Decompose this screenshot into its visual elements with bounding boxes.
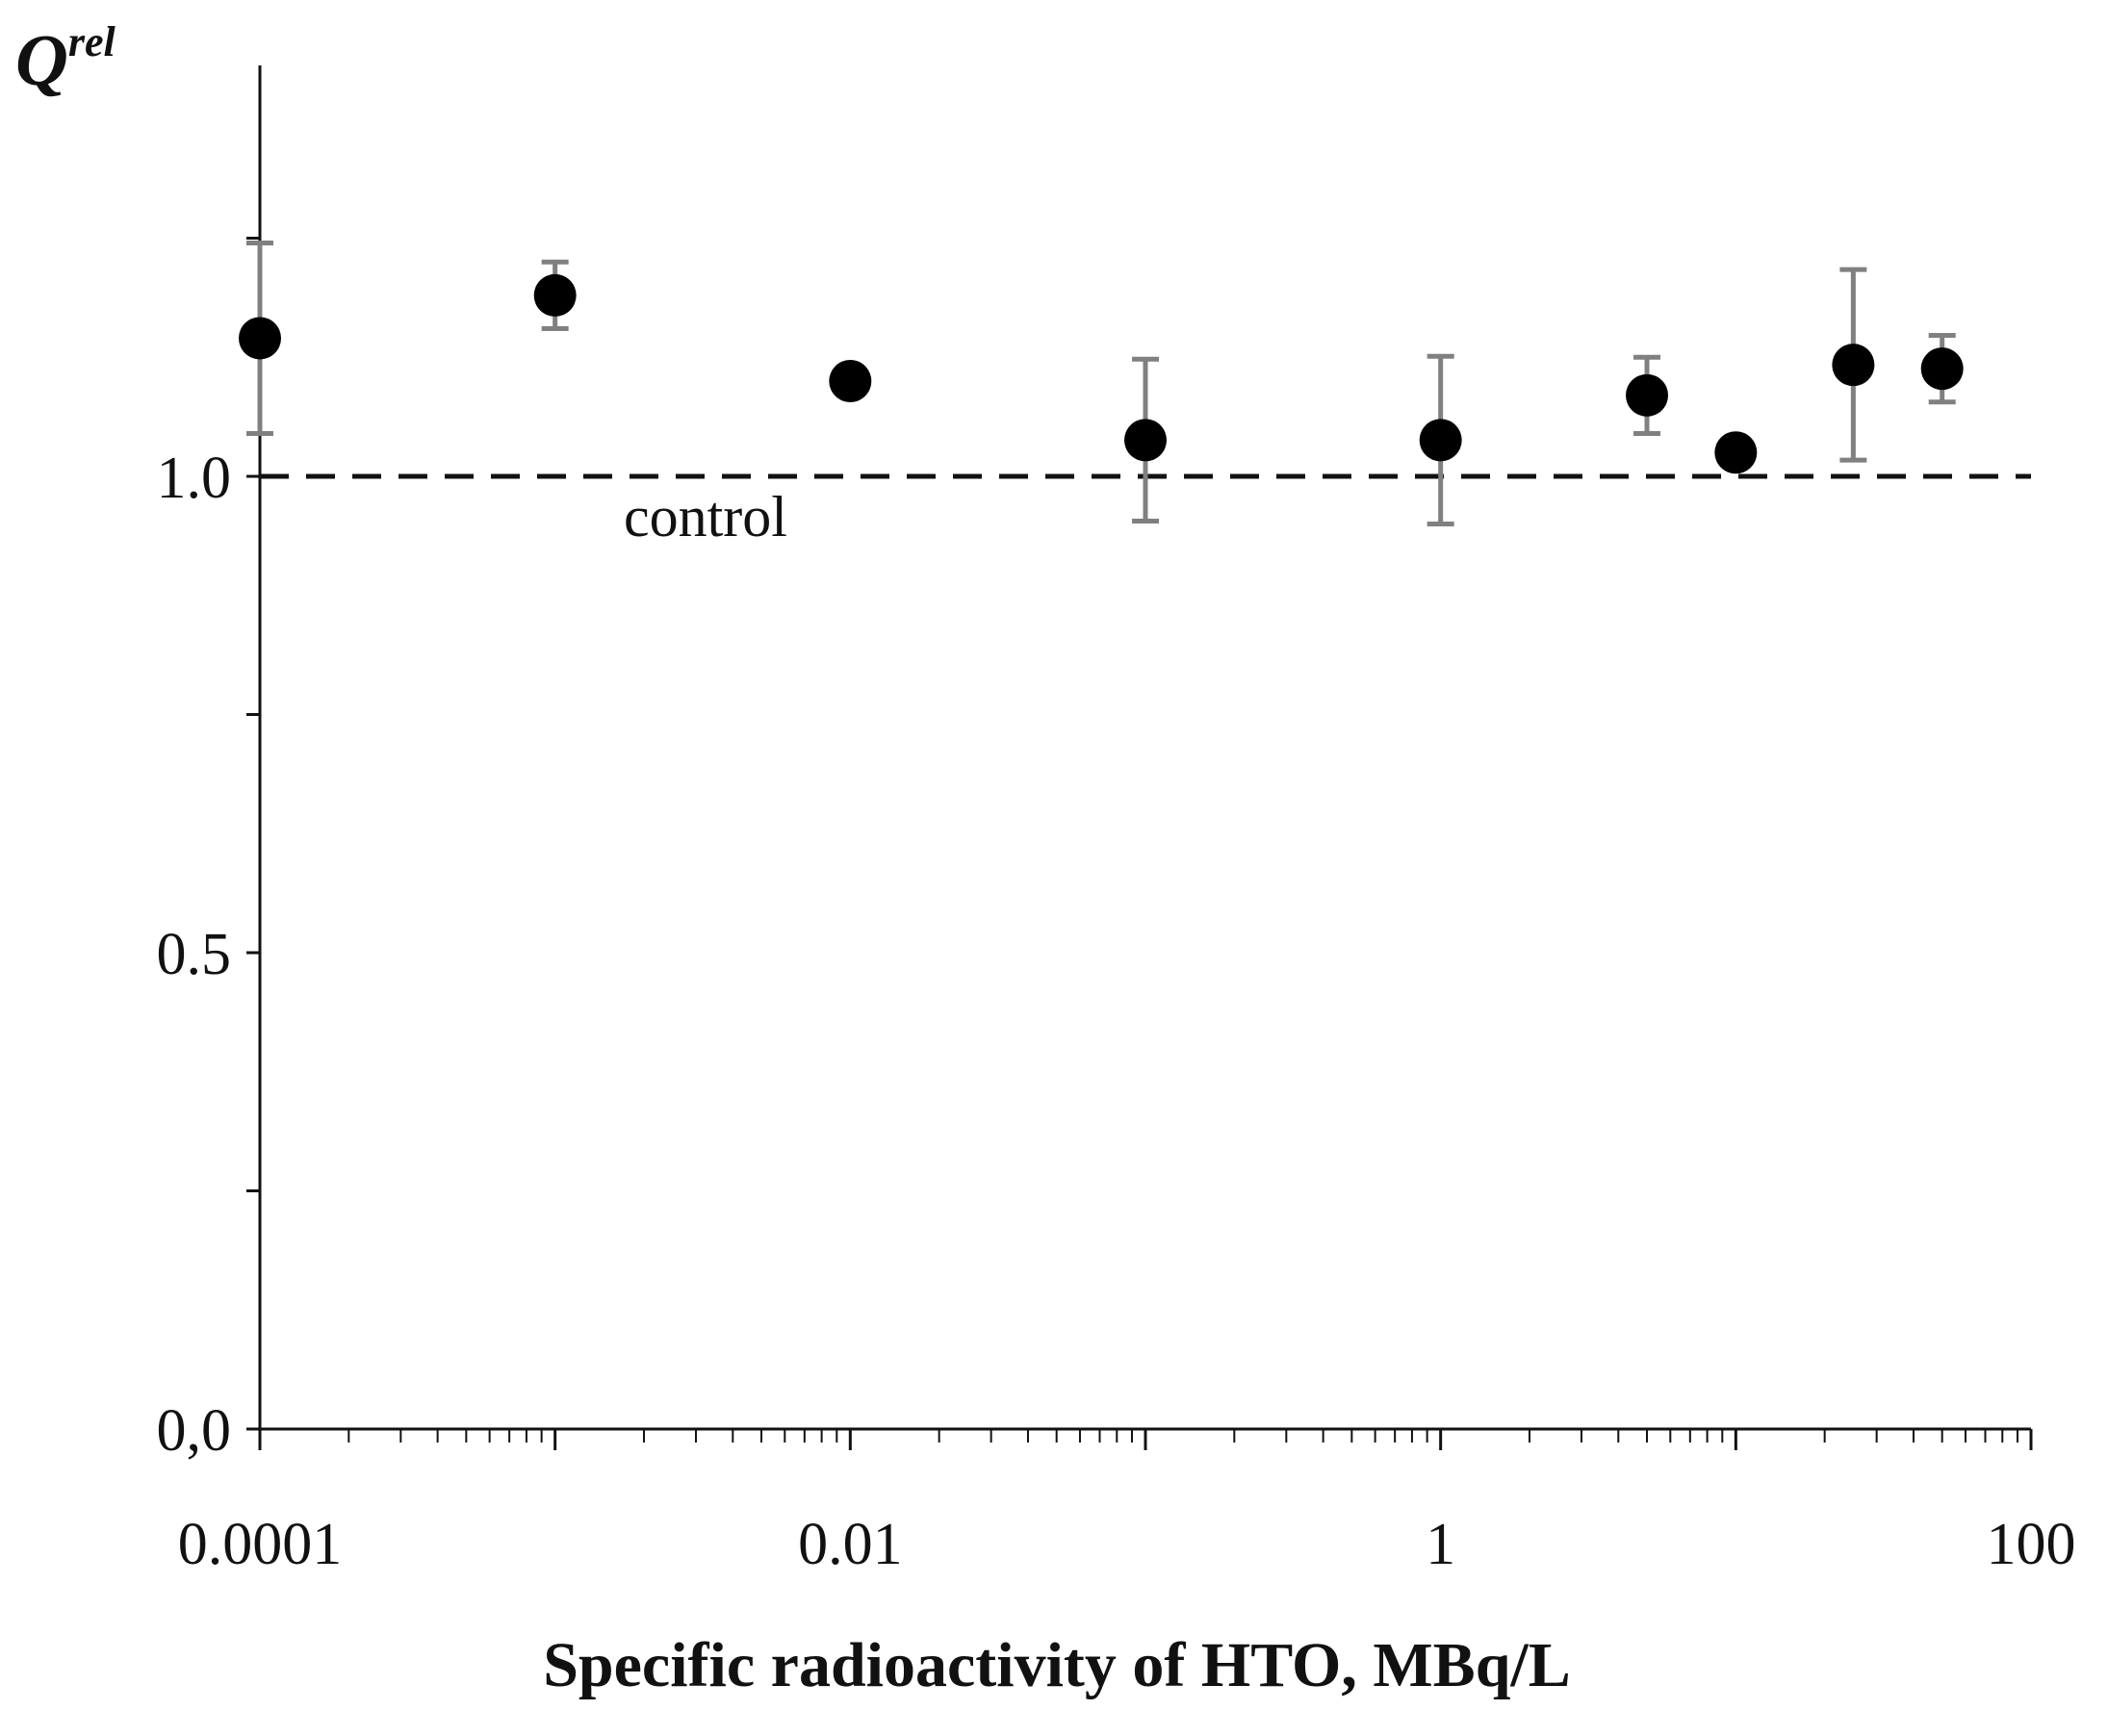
control-label: control bbox=[624, 485, 787, 549]
x-tick-label: 1 bbox=[1426, 1512, 1455, 1577]
x-tick-label: 100 bbox=[1987, 1512, 2076, 1577]
y-axis-label-superscript: rel bbox=[68, 18, 116, 65]
data-point bbox=[239, 317, 281, 360]
data-point bbox=[1124, 419, 1167, 462]
data-point bbox=[829, 360, 872, 402]
labels: Qrel Specific radioactivity of HTO, MBq/… bbox=[15, 18, 1571, 1700]
data-point bbox=[533, 273, 577, 317]
x-tick-label: 0.0001 bbox=[178, 1512, 343, 1577]
data-point bbox=[1920, 347, 1964, 391]
x-axis-label: Specific radioactivity of HTO, MBq/L bbox=[543, 1630, 1571, 1700]
y-axis-label-base: Q bbox=[15, 20, 68, 101]
y-tick-label: 1.0 bbox=[157, 446, 232, 511]
data-point bbox=[1626, 373, 1669, 417]
y-tick-label: 0,0 bbox=[157, 1398, 232, 1464]
data-series bbox=[239, 240, 1964, 526]
data-point bbox=[1714, 431, 1758, 474]
y-axis-label: Qrel bbox=[15, 18, 116, 101]
y-tick-label: 0.5 bbox=[157, 922, 232, 987]
axes: 0,0 0.5 1.0 0.0001 0.01 1 100 bbox=[157, 65, 2076, 1577]
data-point bbox=[1832, 344, 1875, 387]
x-tick-label: 0.01 bbox=[798, 1512, 903, 1577]
data-point bbox=[1419, 419, 1462, 462]
